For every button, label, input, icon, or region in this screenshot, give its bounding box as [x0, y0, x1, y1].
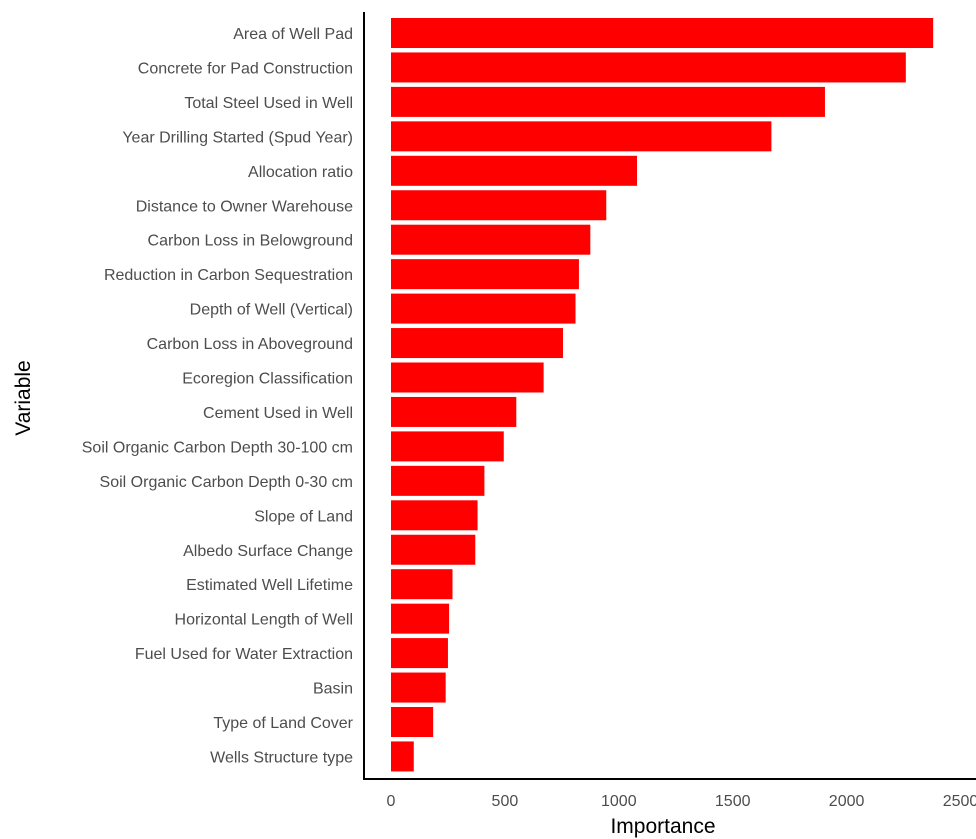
x-ticks-group: 0 500 1000 1500 2000 2500	[387, 793, 976, 810]
bar	[391, 431, 504, 462]
category-label: Area of Well Pad	[233, 26, 353, 43]
category-label: Depth of Well (Vertical)	[190, 302, 353, 319]
bars-group	[391, 18, 934, 772]
bar	[391, 362, 544, 393]
category-label: Fuel Used for Water Extraction	[135, 646, 353, 663]
bar	[391, 121, 772, 152]
category-label: Wells Structure type	[210, 749, 353, 766]
bar	[391, 328, 563, 359]
x-tick-label: 500	[492, 793, 519, 810]
bar	[391, 259, 579, 290]
bar	[391, 741, 414, 772]
x-tick-label: 2000	[829, 793, 865, 810]
category-label: Basin	[313, 681, 353, 698]
x-tick-label: 2500	[943, 793, 976, 810]
bar	[391, 500, 478, 531]
bar	[391, 672, 446, 703]
category-label: Reduction in Carbon Sequestration	[104, 267, 353, 284]
category-label: Allocation ratio	[248, 164, 353, 181]
bar	[391, 18, 934, 48]
bar	[391, 638, 448, 669]
bar	[391, 396, 517, 427]
bar	[391, 52, 906, 83]
category-label: Horizontal Length of Well	[175, 612, 353, 629]
y-axis-title: Variable	[12, 360, 35, 436]
bar	[391, 569, 453, 600]
category-label: Carbon Loss in Belowground	[148, 233, 353, 250]
bar	[391, 190, 607, 221]
x-tick-label: 1500	[715, 793, 751, 810]
category-label: Soil Organic Carbon Depth 30-100 cm	[82, 439, 353, 456]
x-axis-title: Importance	[610, 815, 715, 838]
category-label: Concrete for Pad Construction	[138, 60, 353, 77]
bar	[391, 155, 638, 186]
category-label: Ecoregion Classification	[182, 371, 353, 388]
category-labels-group: Area of Well Pad Concrete for Pad Constru…	[82, 26, 354, 766]
bar	[391, 86, 825, 117]
category-label: Soil Organic Carbon Depth 0-30 cm	[100, 474, 353, 491]
bar	[391, 603, 450, 634]
category-label: Total Steel Used in Well	[184, 95, 353, 112]
category-label: Carbon Loss in Aboveground	[147, 336, 353, 353]
category-label: Cement Used in Well	[203, 405, 353, 422]
bar	[391, 465, 485, 496]
bar	[391, 534, 476, 565]
category-label: Distance to Owner Warehouse	[136, 198, 353, 215]
bar	[391, 293, 576, 324]
category-label: Albedo Surface Change	[183, 543, 353, 560]
category-label: Year Drilling Started (Spud Year)	[122, 129, 353, 146]
x-tick-label: 0	[387, 793, 396, 810]
bar	[391, 224, 591, 255]
category-label: Slope of Land	[254, 508, 353, 525]
category-label: Estimated Well Lifetime	[186, 577, 353, 594]
category-label: Type of Land Cover	[213, 715, 353, 732]
bar	[391, 707, 434, 737]
x-tick-label: 1000	[601, 793, 637, 810]
